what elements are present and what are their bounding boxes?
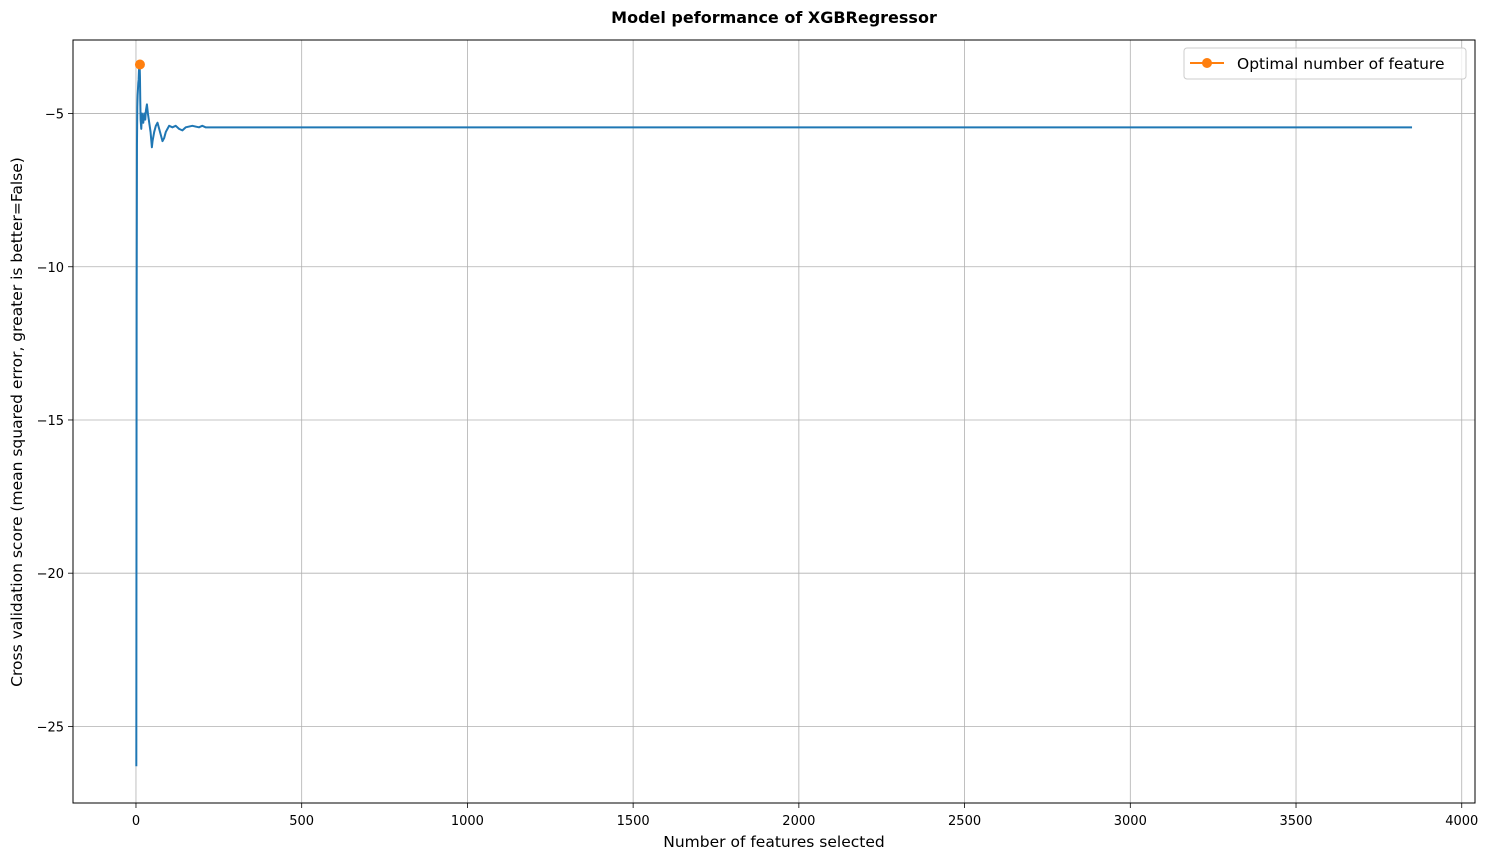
legend-box [1183, 47, 1467, 80]
x-axis-label: Number of features selected [663, 833, 884, 851]
grid-lines [73, 40, 1475, 803]
chart-title: Model peformance of XGBRegressor [611, 8, 937, 27]
x-tick-label: 1500 [617, 814, 650, 829]
y-tick-label: −20 [37, 567, 64, 582]
x-tick-label: 2500 [948, 814, 981, 829]
x-tick-label: 3500 [1279, 814, 1312, 829]
optimal-feature-point [134, 59, 145, 70]
axes-frame [72, 39, 1476, 804]
x-tick-label: 0 [132, 814, 140, 829]
x-tick-label: 500 [289, 814, 314, 829]
y-tick-label: −10 [37, 261, 64, 276]
y-tick-label: −15 [37, 414, 64, 429]
legend-label-optimal: Optimal number of feature [1237, 55, 1445, 73]
plot-area [134, 59, 1413, 767]
legend-marker-sample [1202, 58, 1212, 68]
y-axis-label: Cross validation score (mean squared err… [8, 157, 26, 687]
y-tick-label: −25 [37, 720, 64, 735]
x-tick-label: 1000 [451, 814, 484, 829]
x-axis-ticks: 0 500 1000 1500 2000 2500 3000 3500 4000 [132, 803, 1478, 829]
x-tick-label: 3000 [1114, 814, 1147, 829]
x-tick-label: 4000 [1445, 814, 1478, 829]
y-axis-ticks: −5 −10 −15 −20 −25 [37, 108, 73, 735]
y-tick-label: −5 [45, 108, 64, 123]
legend: Optimal number of feature [1183, 47, 1467, 80]
x-tick-label: 2000 [782, 814, 815, 829]
